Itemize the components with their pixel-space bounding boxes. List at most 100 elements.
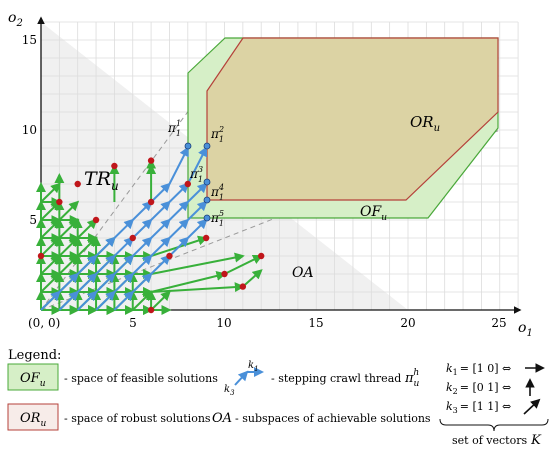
blue-thread-arrow	[132, 272, 153, 293]
of-label: OFu	[360, 204, 387, 223]
red-dots	[37, 157, 265, 314]
blue-thread-arrow	[58, 290, 80, 311]
green-arrow	[150, 271, 227, 293]
thread-point	[203, 142, 211, 150]
red-dot	[147, 306, 155, 314]
red-dot	[239, 283, 247, 290]
blue-thread-arrow	[187, 218, 208, 239]
thread-endpoints	[184, 142, 211, 222]
blue-thread-arrow	[132, 200, 153, 221]
x-tick-label: 15	[308, 316, 323, 330]
legend-thread-symbol: πuh	[404, 368, 420, 389]
y-tick-labels: 5 10 15	[22, 33, 37, 227]
legend-robust-swatch	[7, 403, 59, 431]
green-arrow	[40, 182, 61, 203]
red-dot	[202, 234, 210, 242]
red-dot	[92, 216, 100, 224]
legend-vectors-caption: set of vectors K	[452, 433, 542, 448]
blue-thread-arrow	[132, 236, 153, 257]
oa-label: OA	[292, 265, 314, 281]
red-dot	[74, 180, 81, 188]
origin-label: (0, 0)	[28, 316, 60, 330]
blue-thread-arrow	[113, 272, 135, 293]
blue-thread-arrow	[113, 254, 135, 275]
legend-vector-k3-arrow	[523, 398, 541, 415]
thread-point-label: π14	[210, 183, 224, 202]
blue-thread-arrow	[150, 182, 171, 203]
blue-thread-arrow	[168, 218, 190, 239]
blue-thread-arrow	[95, 272, 116, 293]
x-tick-label: 10	[216, 316, 231, 330]
legend-achievable-text: - subspaces of achievable solutions	[235, 412, 431, 425]
blue-thread-arrow	[168, 182, 190, 203]
or-label: ORu	[410, 113, 440, 134]
x-tick-label: 20	[400, 316, 415, 330]
red-dot	[258, 252, 265, 260]
green-arrow	[58, 200, 80, 221]
red-dot	[147, 157, 155, 164]
tr-label: TRu	[84, 168, 119, 193]
blue-thread-arrow	[95, 236, 116, 257]
thread-point	[203, 196, 211, 204]
x-tick-labels: 5 10 15 20 25	[129, 316, 506, 330]
y-axis-name: o2	[8, 10, 23, 29]
blue-thread-arrow	[168, 236, 190, 257]
blue-thread-arrow	[113, 290, 135, 311]
blue-thread-arrow	[187, 182, 208, 203]
thread-point	[203, 178, 211, 186]
green-arrow	[151, 282, 245, 293]
x-tick-label: 5	[129, 316, 137, 330]
red-dot	[184, 180, 191, 188]
thread-point-label: π11	[167, 119, 181, 138]
blue-thread-arrow	[76, 290, 98, 311]
y-tick-label: 5	[29, 213, 37, 227]
legend-thread-icon	[234, 367, 264, 386]
y-tick-label: 10	[22, 123, 37, 137]
blue-thread-arrow	[113, 218, 135, 239]
red-dot	[221, 270, 228, 278]
green-arrow	[150, 290, 171, 311]
x-axis-name: o1	[518, 320, 533, 339]
legend-title: Legend:	[8, 348, 61, 363]
thread-point	[184, 142, 192, 150]
blue-thread-arrow	[168, 146, 189, 185]
blue-thread-arrow	[150, 218, 171, 239]
thread-point	[203, 214, 211, 222]
blue-thread-arrow	[132, 254, 153, 275]
thread-point-label: π15	[210, 209, 224, 228]
blue-thread-arrow	[58, 272, 80, 293]
legend-feasible-text: - space of feasible solutions	[64, 372, 218, 385]
blue-thread-arrow	[168, 200, 190, 221]
blue-thread-arrow	[150, 200, 171, 221]
green-arrow	[76, 218, 98, 239]
legend-thread-k3: k3	[224, 384, 235, 397]
blue-thread-arrow	[95, 290, 116, 311]
red-dot	[37, 252, 45, 260]
blue-thread-arrow	[113, 236, 135, 257]
red-dot	[166, 252, 173, 260]
legend-vectors-brace	[439, 418, 549, 432]
legend-feasible-symbol: OFu	[20, 371, 46, 389]
red-dot	[147, 198, 155, 206]
blue-thread-arrows	[40, 146, 208, 311]
legend-robust-symbol: ORu	[20, 411, 46, 429]
blue-thread-arrow	[187, 200, 208, 221]
blue-thread-arrow	[186, 146, 208, 185]
blue-thread-arrow	[76, 254, 98, 275]
red-dot	[56, 198, 63, 206]
legend-thread-k1: k1	[248, 360, 259, 373]
legend-vector-k1: k1 = [1 0] ⇔	[446, 362, 511, 377]
red-dot	[129, 234, 136, 242]
red-dot	[111, 162, 118, 170]
legend-feasible-swatch	[7, 363, 59, 391]
thread-point-label: π12	[210, 125, 224, 144]
x-tick-label: 25	[491, 316, 506, 330]
legend-thread-text: - stepping crawl thread	[271, 372, 401, 385]
legend-vector-k2: k2 = [0 1] ⇔	[446, 381, 511, 396]
blue-thread-arrow	[95, 254, 116, 275]
blue-thread-arrow	[150, 236, 171, 257]
legend-robust-text: - space of robust solutions	[64, 412, 211, 425]
legend-achievable-symbol: OA	[212, 411, 232, 426]
green-arrow	[224, 255, 263, 275]
